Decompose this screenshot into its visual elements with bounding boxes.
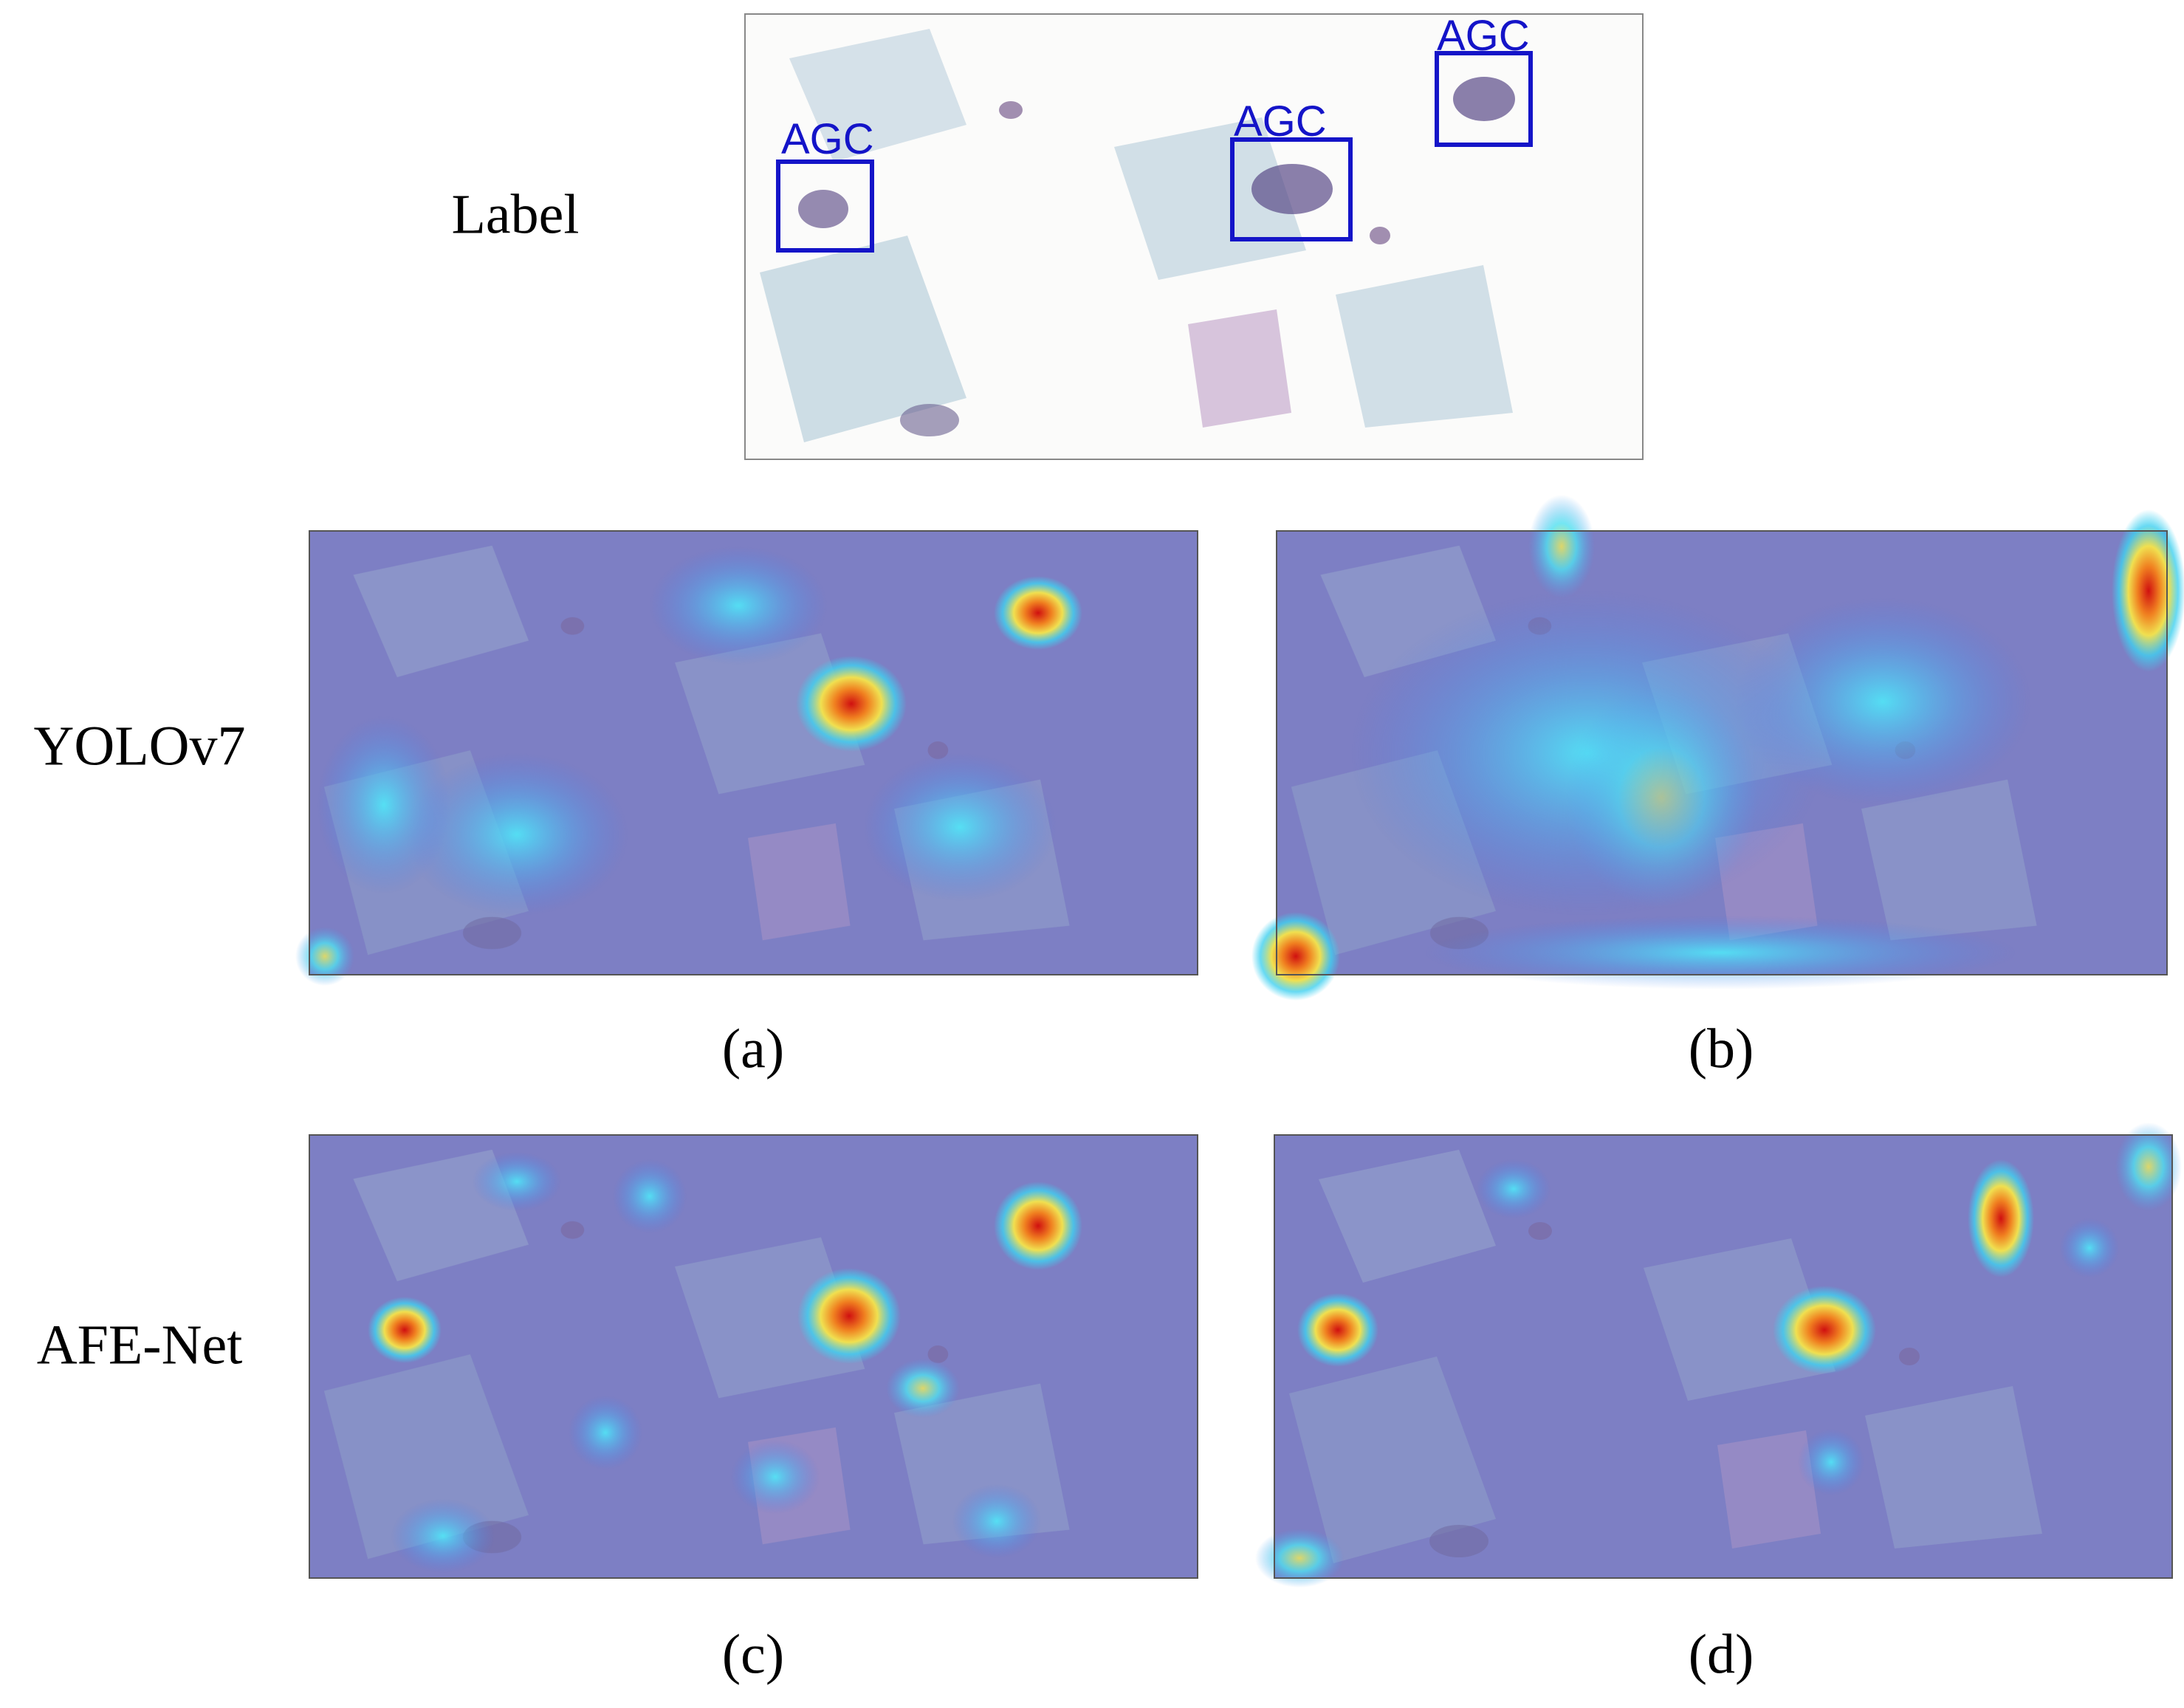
box-label: AGC — [781, 115, 874, 163]
box-label: AGC — [1437, 12, 1530, 60]
caption: (a) — [722, 1018, 784, 1080]
heatmap-panel — [295, 530, 1198, 986]
caption: (b) — [1689, 1018, 1754, 1080]
row-title: YOLOv7 — [33, 715, 245, 777]
label-image — [744, 13, 1644, 460]
caption: (c) — [722, 1623, 784, 1685]
heatmap-panel — [1255, 1122, 2182, 1588]
row-title: Label — [451, 183, 579, 245]
heatmap-panel — [309, 1134, 1198, 1579]
caption: (d) — [1689, 1623, 1754, 1685]
row-title: AFE-Net — [37, 1314, 243, 1376]
heatmap-panel — [1251, 495, 2184, 1001]
box-label: AGC — [1234, 97, 1327, 145]
